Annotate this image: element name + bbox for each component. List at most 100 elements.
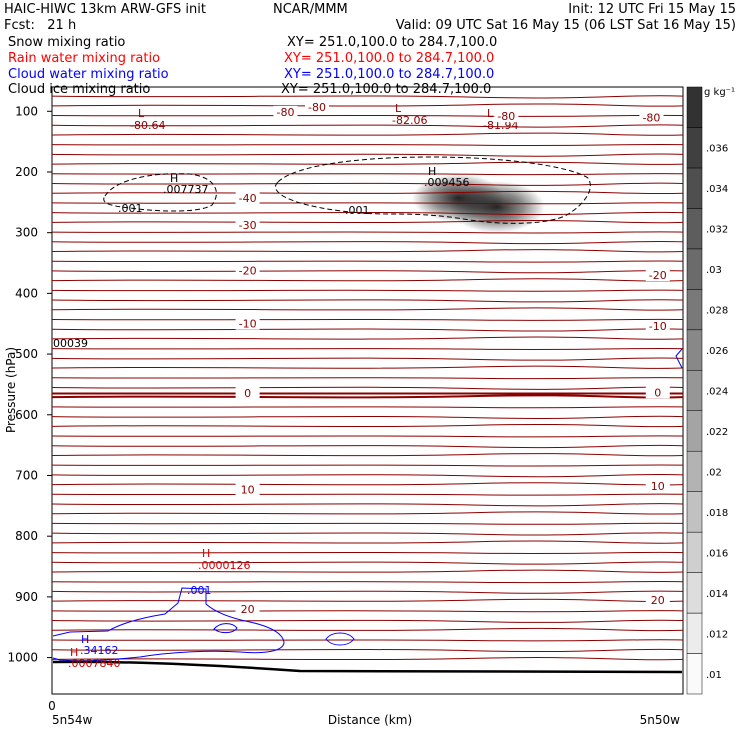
contour-label-bg xyxy=(645,269,670,282)
contour-label-bg xyxy=(494,110,519,123)
contour-label-bg xyxy=(235,483,260,496)
colorbar-tick-label: .034 xyxy=(706,184,728,195)
isotherm-line xyxy=(51,240,684,245)
high-marker: H xyxy=(70,646,78,659)
extrema-labels: L -80.64 L -82.06 L -81.94 H .007737 H .… xyxy=(53,102,518,670)
isotherm-line xyxy=(51,406,684,409)
colorbar-swatch xyxy=(686,450,703,492)
colorbar-tick-label: .03 xyxy=(706,265,722,276)
isotherm-line xyxy=(51,357,684,361)
contour-label: .001 xyxy=(118,202,143,215)
isotherm-line xyxy=(51,336,684,340)
isotherm-line xyxy=(51,211,684,216)
contour-label-bg xyxy=(235,264,260,277)
isotherm-line xyxy=(51,532,684,536)
isotherm-label: -40 xyxy=(239,192,257,205)
isotherm-line xyxy=(51,124,684,128)
colorbar-swatch xyxy=(686,612,703,654)
legend-xy-cloud-ice: XY= 251.0,100.0 to 284.7,100.0 xyxy=(281,82,491,97)
isotherm-line xyxy=(51,365,684,369)
isotherm-line xyxy=(51,347,684,351)
colorbar-tick-label: .016 xyxy=(706,548,728,559)
legend-label-cloud-ice: Cloud ice mixing ratio xyxy=(8,82,150,97)
y-tick-label: 600 xyxy=(15,408,38,422)
low-marker: L xyxy=(395,102,402,115)
isotherm-line xyxy=(51,444,684,449)
cloud-water-main xyxy=(52,587,285,662)
contour-label-bg xyxy=(235,192,260,205)
y-tick-label: 800 xyxy=(15,529,38,543)
colorbar-swatch xyxy=(686,572,703,614)
isotherm-line xyxy=(51,473,684,478)
isotherm-line xyxy=(51,511,684,515)
colorbar-tick-label: .02 xyxy=(706,467,722,478)
colorbar-tick-label: .032 xyxy=(706,225,728,236)
high-value: .007737 xyxy=(163,183,209,196)
cloud-water-edge xyxy=(675,348,683,369)
contour-label-bg xyxy=(235,603,260,616)
contour-label-bg xyxy=(645,593,670,606)
isotherm-label: 0 xyxy=(244,387,251,400)
isotherm-line xyxy=(51,610,684,613)
isotherm-line xyxy=(51,569,684,573)
isotherm-line xyxy=(51,394,684,399)
colorbar-swatch xyxy=(686,167,703,209)
y-tick-label: 500 xyxy=(15,347,38,361)
contour-label-bg xyxy=(639,111,664,124)
isotherm-line xyxy=(51,657,684,661)
y-tick-label: 900 xyxy=(15,590,38,604)
contour-label-bg xyxy=(235,218,260,231)
colorbar-swatch xyxy=(686,531,703,573)
isotherm-line xyxy=(51,103,684,107)
forecast-hour: Fcst: 21 h xyxy=(4,18,76,33)
colorbar-swatch xyxy=(686,248,703,290)
contour-label: .001 xyxy=(187,584,212,597)
isotherm-line xyxy=(51,299,684,303)
isotherm-label: -30 xyxy=(239,219,257,232)
isotherm-line xyxy=(51,260,684,263)
colorbar-swatch xyxy=(686,491,703,533)
contour-label-bg xyxy=(273,105,298,118)
colorbar-tick-label: .028 xyxy=(706,306,728,317)
contour-label-bg xyxy=(645,386,670,399)
isotherm-line xyxy=(51,639,684,642)
isotherm-line xyxy=(51,153,684,157)
isotherm-label: -10 xyxy=(239,318,257,331)
colorbar-tick-label: .024 xyxy=(706,387,728,398)
isotherm-line xyxy=(51,551,684,554)
isotherm-line xyxy=(51,307,684,311)
isotherm-line xyxy=(51,143,684,147)
y-tick-label: 200 xyxy=(15,165,38,179)
center-title: NCAR/MMM xyxy=(273,2,348,17)
y-tick-label: 1000 xyxy=(7,651,38,665)
cloud-water-contours xyxy=(52,348,683,662)
isotherm-label: 10 xyxy=(241,483,255,496)
isotherm-line xyxy=(51,289,684,292)
isotherm-line xyxy=(51,522,684,525)
contour-label-bg xyxy=(305,101,330,114)
isotherm-line xyxy=(51,132,684,136)
contour-label: .001 xyxy=(345,204,370,217)
colorbar-unit: g kg⁻¹ xyxy=(704,87,735,98)
high-marker: H xyxy=(81,633,89,646)
colorbar-tick-label: .01 xyxy=(706,670,722,681)
contour-label-bg xyxy=(235,317,260,330)
colorbar: .01 .012 .014 .016 .018 .02 .022 .024 .026 .028 .0… xyxy=(686,86,728,695)
isotherm-line xyxy=(51,182,684,186)
valid-time: Valid: 09 UTC Sat 16 May 15 (06 LST Sat … xyxy=(396,18,736,33)
colorbar-tick-label: .018 xyxy=(706,508,728,519)
isotherm-line xyxy=(51,580,684,584)
high-marker: H xyxy=(170,172,178,185)
plot-frame xyxy=(51,86,684,695)
isotherm-line xyxy=(51,328,684,332)
legend-xy-cloud-water: XY= 251.0,100.0 to 284.7,100.0 xyxy=(284,67,494,82)
isotherm-line xyxy=(51,493,684,496)
colorbar-tick-label: .026 xyxy=(706,346,728,357)
y-tick-label: 700 xyxy=(15,468,38,482)
high-value: .0007840 xyxy=(68,657,121,670)
high-value: .34162 xyxy=(80,644,119,657)
y-axis: 100 200 300 400 500 600 700 800 900 1000 xyxy=(7,104,52,665)
isotherm-line xyxy=(51,161,684,166)
colorbar-swatch xyxy=(686,410,703,452)
